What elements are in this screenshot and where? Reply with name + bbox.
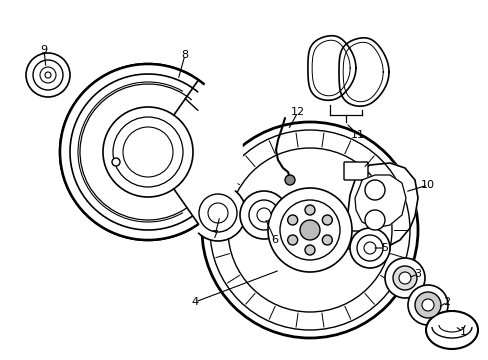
Text: 6: 6 xyxy=(271,235,278,245)
Polygon shape xyxy=(307,36,355,100)
Circle shape xyxy=(421,299,433,311)
Circle shape xyxy=(207,203,227,223)
Polygon shape xyxy=(354,175,405,228)
Circle shape xyxy=(356,235,382,261)
Text: 10: 10 xyxy=(420,180,434,190)
Circle shape xyxy=(60,64,236,240)
Circle shape xyxy=(26,53,70,97)
Circle shape xyxy=(305,205,314,215)
Circle shape xyxy=(123,127,173,177)
Circle shape xyxy=(287,215,297,225)
Circle shape xyxy=(68,72,227,232)
Circle shape xyxy=(364,210,384,230)
Circle shape xyxy=(349,228,389,268)
Circle shape xyxy=(40,67,56,83)
Circle shape xyxy=(112,158,120,166)
Text: 7: 7 xyxy=(211,230,218,240)
Circle shape xyxy=(392,266,416,290)
Polygon shape xyxy=(338,38,388,106)
Circle shape xyxy=(287,235,297,245)
Circle shape xyxy=(285,175,294,185)
Text: 8: 8 xyxy=(181,50,188,60)
Circle shape xyxy=(209,130,409,330)
Circle shape xyxy=(363,242,375,254)
Text: 5: 5 xyxy=(381,243,387,253)
Circle shape xyxy=(414,292,440,318)
Text: 2: 2 xyxy=(443,297,449,307)
Circle shape xyxy=(322,235,332,245)
Circle shape xyxy=(190,185,245,241)
Ellipse shape xyxy=(425,311,477,349)
Circle shape xyxy=(257,208,270,222)
Text: 4: 4 xyxy=(191,297,198,307)
Circle shape xyxy=(305,245,314,255)
Circle shape xyxy=(33,60,63,90)
Circle shape xyxy=(240,191,287,239)
Text: 3: 3 xyxy=(414,269,421,279)
Circle shape xyxy=(364,180,384,200)
Text: 12: 12 xyxy=(290,107,305,117)
Circle shape xyxy=(113,117,183,187)
Text: 11: 11 xyxy=(350,130,364,140)
Circle shape xyxy=(322,215,332,225)
Circle shape xyxy=(78,82,218,222)
Text: 9: 9 xyxy=(41,45,47,55)
Polygon shape xyxy=(347,163,417,248)
Circle shape xyxy=(60,64,236,240)
Circle shape xyxy=(227,148,391,312)
Circle shape xyxy=(248,200,279,230)
Circle shape xyxy=(103,107,193,197)
Circle shape xyxy=(398,272,410,284)
Circle shape xyxy=(199,194,237,232)
Circle shape xyxy=(384,258,424,298)
Circle shape xyxy=(267,188,351,272)
Text: 1: 1 xyxy=(459,327,466,337)
Circle shape xyxy=(407,285,447,325)
FancyBboxPatch shape xyxy=(343,231,367,249)
Wedge shape xyxy=(148,70,243,234)
Circle shape xyxy=(76,80,220,224)
FancyBboxPatch shape xyxy=(343,162,367,180)
Circle shape xyxy=(68,72,227,232)
Circle shape xyxy=(280,200,339,260)
Circle shape xyxy=(45,72,51,78)
Circle shape xyxy=(202,122,417,338)
Circle shape xyxy=(299,220,319,240)
